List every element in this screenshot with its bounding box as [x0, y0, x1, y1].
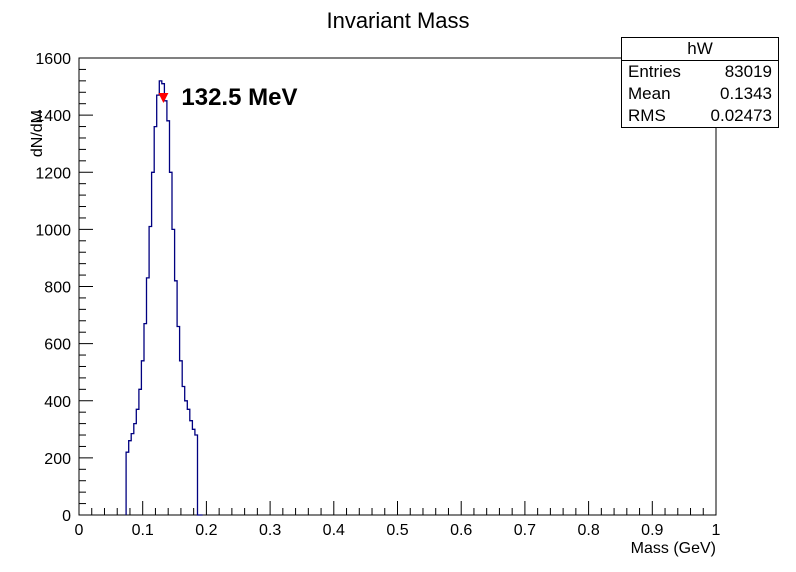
y-axis: 0 200 400 600 800 1000 1200 1400 1600 [35, 51, 93, 525]
peak-label: 132.5 MeV [181, 84, 297, 111]
y-tick-label: 1600 [35, 51, 71, 68]
y-axis-label: dN/dM [29, 110, 46, 157]
stats-row-entries: Entries 83019 [622, 61, 778, 83]
stats-box: hW Entries 83019 Mean 0.1343 RMS 0.02473 [621, 37, 779, 128]
y-tick-label: 1200 [35, 165, 71, 182]
x-tick-label: 0.2 [195, 522, 217, 539]
peak-marker [158, 92, 169, 103]
x-tick-label: 0.1 [132, 522, 154, 539]
y-tick-label: 1400 [35, 108, 71, 125]
y-tick-label: 0 [62, 508, 71, 525]
x-tick-label: 0.5 [386, 522, 408, 539]
histogram-series [125, 80, 203, 516]
stats-row-rms: RMS 0.02473 [622, 105, 778, 127]
x-axis: 0 0.1 0.2 0.3 0.4 0.5 0.6 0.7 0.8 0.9 1 [75, 501, 721, 539]
stats-value: 83019 [724, 62, 772, 81]
stats-label: Entries [628, 62, 681, 81]
y-tick-label: 800 [44, 280, 71, 297]
x-tick-label: 0.7 [514, 522, 536, 539]
stats-title: hW [622, 38, 778, 61]
x-tick-label: 0.4 [323, 522, 345, 539]
x-tick-label: 0.8 [577, 522, 599, 539]
x-tick-label: 0 [75, 522, 84, 539]
x-tick-label: 1 [712, 522, 721, 539]
y-tick-label: 600 [44, 337, 71, 354]
y-tick-label: 400 [44, 394, 71, 411]
x-tick-label: 0.3 [259, 522, 281, 539]
x-tick-label: 0.9 [641, 522, 663, 539]
stats-label: Mean [628, 84, 671, 103]
stats-value: 0.02473 [710, 106, 772, 125]
x-tick-label: 0.6 [450, 522, 472, 539]
chart-title: Invariant Mass [326, 8, 469, 33]
stats-value: 0.1343 [720, 84, 772, 103]
stats-label: RMS [628, 106, 666, 125]
y-tick-label: 1000 [35, 222, 71, 239]
peak-marker-layer: 132.5 MeV [158, 84, 297, 111]
stats-row-mean: Mean 0.1343 [622, 83, 778, 105]
x-axis-label: Mass (GeV) [631, 540, 716, 557]
y-tick-label: 200 [44, 451, 71, 468]
histogram-line [125, 80, 203, 516]
